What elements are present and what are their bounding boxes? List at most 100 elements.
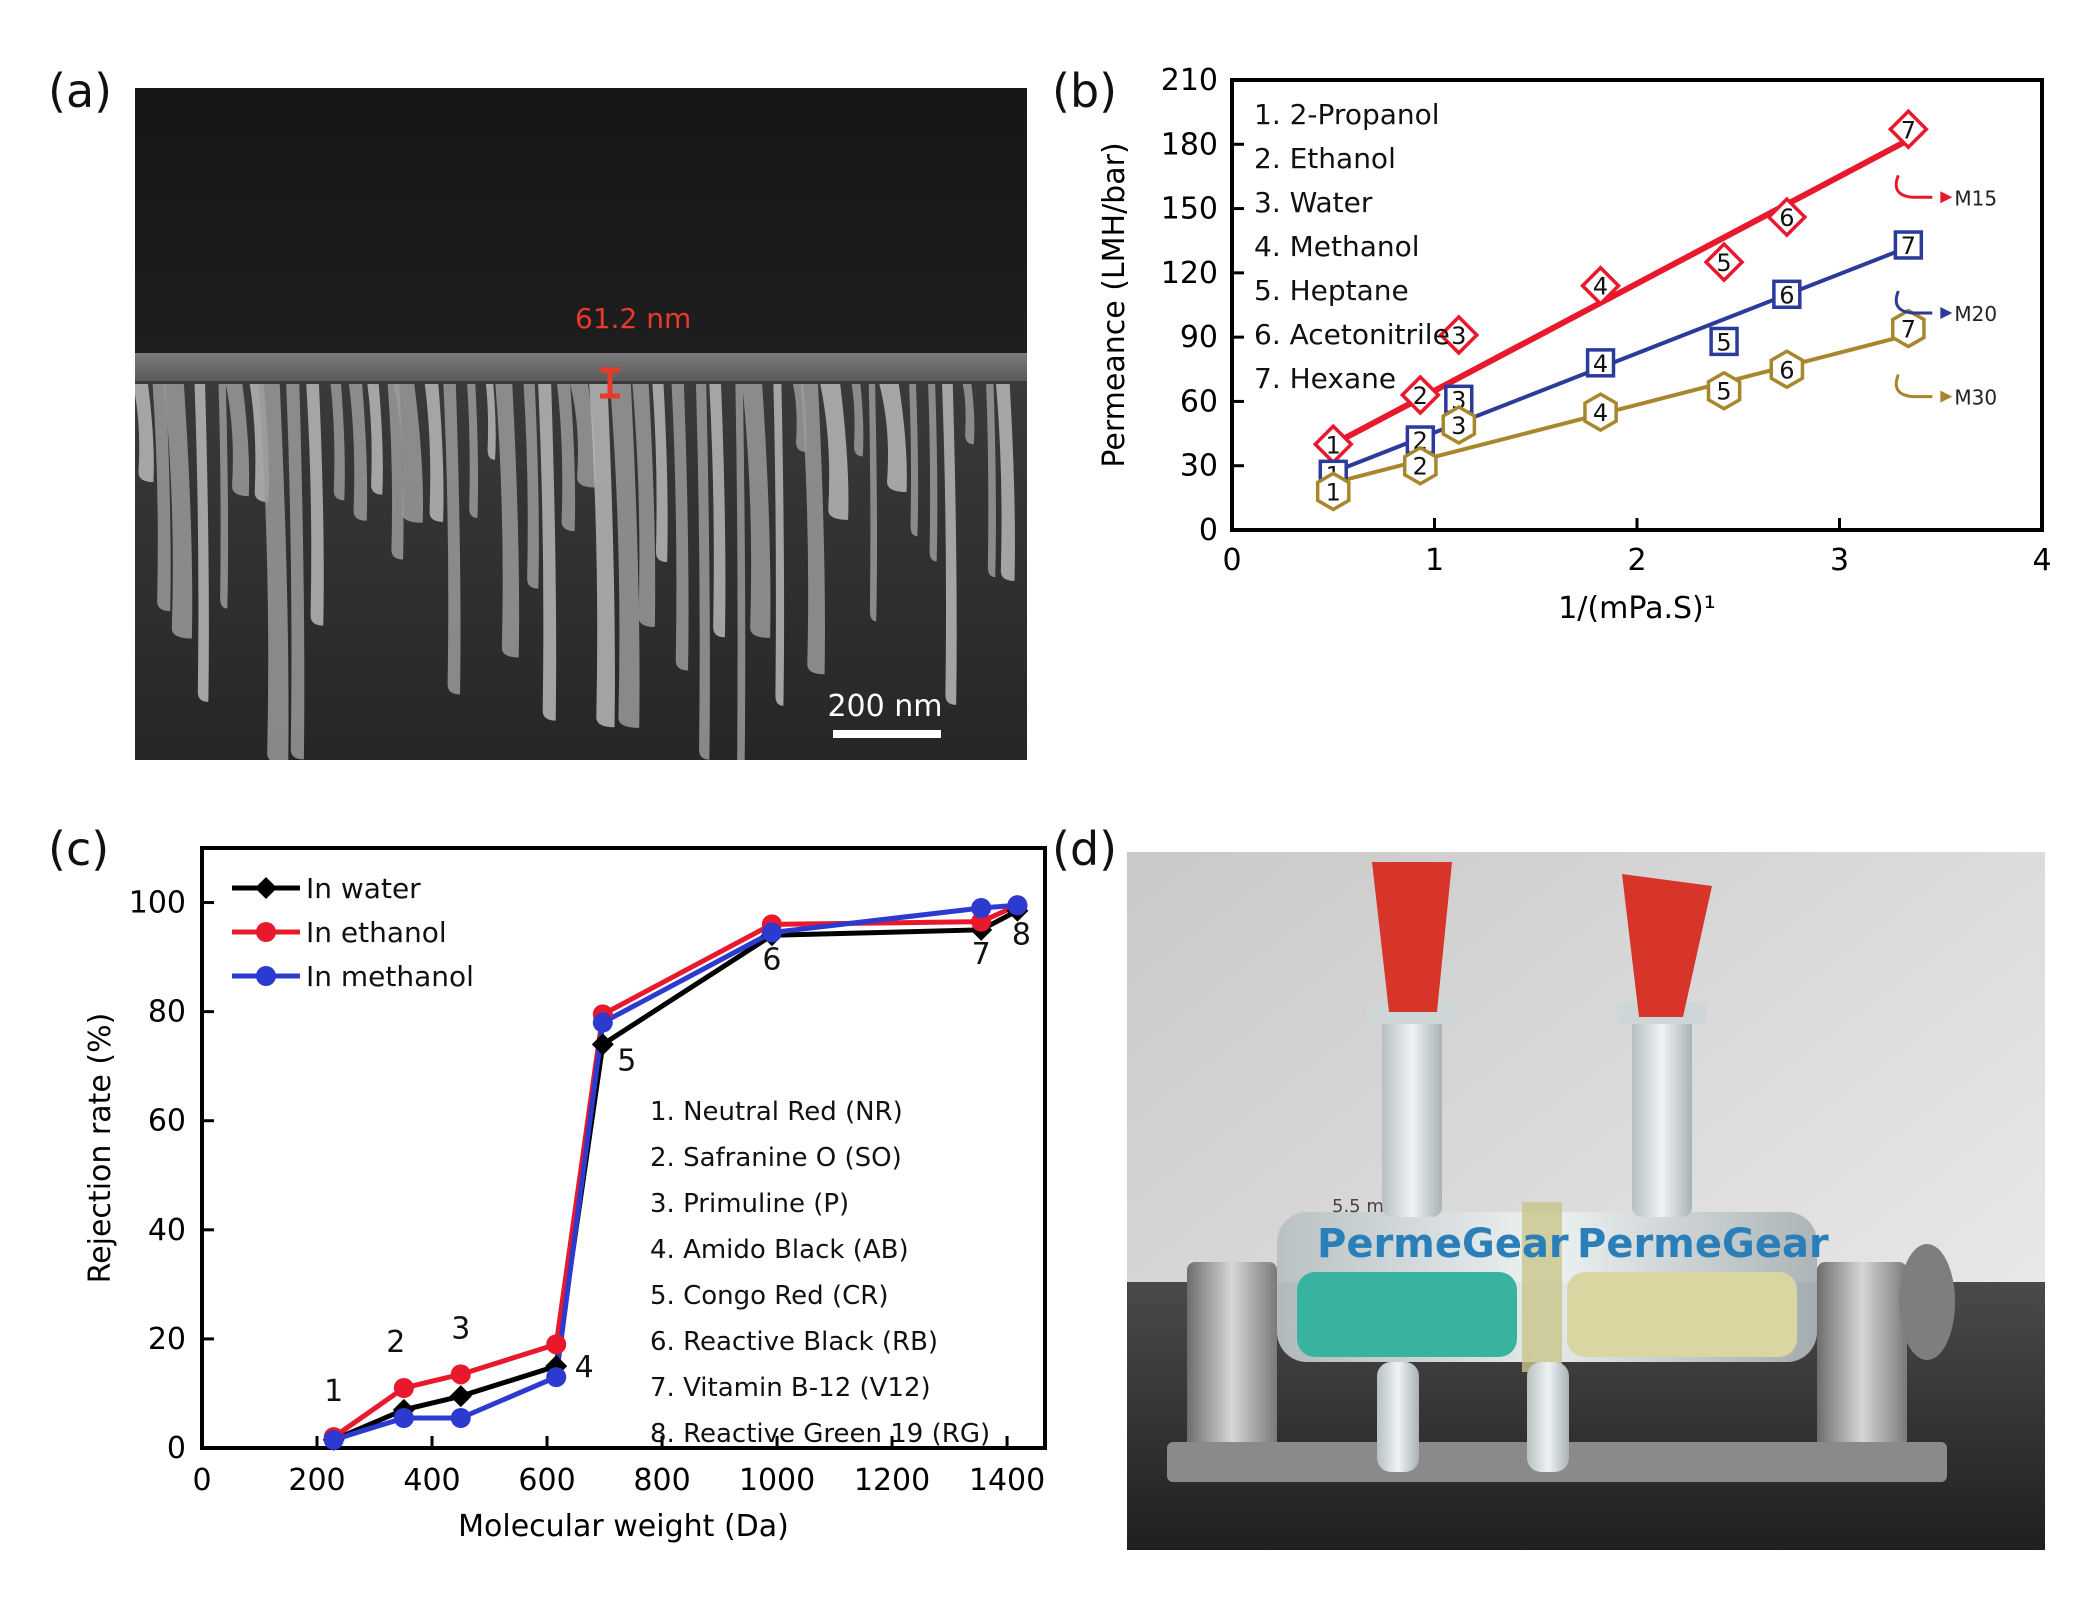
sem-finger xyxy=(709,383,726,638)
permeance-series-arrow xyxy=(1894,174,1933,199)
permeance-series-name: M15 xyxy=(1954,186,1997,210)
stopper-right xyxy=(1622,874,1712,1017)
permeance-y-tick-label: 150 xyxy=(1161,192,1218,227)
permeation-cell-photo: PermeGear PermeGear 5.5 ml xyxy=(1127,852,2045,1550)
permeance-point-M30: 5 xyxy=(1706,370,1742,411)
permeance-point-M30: 1 xyxy=(1315,471,1351,512)
sem-finger xyxy=(286,384,305,760)
sem-finger xyxy=(773,384,785,706)
panel-label-a: (a) xyxy=(48,64,113,118)
permeance-legend-item: 5. Heptane xyxy=(1254,274,1409,307)
permeance-point-label: 1 xyxy=(1326,431,1341,459)
permeance-point-label: 6 xyxy=(1779,356,1794,384)
panel-label-c: (c) xyxy=(48,822,110,876)
permeance-legend-item: 4. Methanol xyxy=(1254,230,1420,263)
sem-finger xyxy=(538,384,557,721)
permeance-y-tick-label: 180 xyxy=(1161,127,1218,162)
permeance-marker xyxy=(1399,374,1441,416)
sem-finger xyxy=(868,384,878,622)
permeance-series-tags: M15 M20 M30 xyxy=(1894,174,1997,410)
permeance-legend-item: 3. Water xyxy=(1254,186,1373,219)
rejection-dye-item: 4. Amido Black (AB) xyxy=(650,1235,909,1265)
sem-finger xyxy=(570,384,596,488)
permeance-point-label: 2 xyxy=(1413,382,1428,410)
rejection-point-label: 8 xyxy=(1012,918,1031,953)
rejection-legend-marker xyxy=(255,877,277,899)
rejection-y-tick-label: 0 xyxy=(167,1431,186,1466)
sem-finger-pores xyxy=(135,383,1015,760)
rejection-y-tick-label: 20 xyxy=(148,1322,186,1357)
rejection-axes: 0 200 400 600 800 1000 1200 1400 0 20 40 60 80 100 xyxy=(129,846,1047,1498)
port-right xyxy=(1527,1362,1569,1472)
permeance-point-M30: 3 xyxy=(1441,404,1477,446)
permeance-marker xyxy=(1585,348,1616,378)
sem-finger xyxy=(652,384,668,562)
sem-finger xyxy=(306,384,324,626)
sem-finger xyxy=(163,384,193,639)
permeate-solution xyxy=(1567,1272,1797,1357)
rejection-point-label: 5 xyxy=(617,1043,636,1078)
rejection-dye-item: 1. Neutral Red (NR) xyxy=(650,1097,903,1127)
sem-finger xyxy=(225,384,250,497)
rejection-points: 1 2 3 4 5 6 78 xyxy=(322,895,1031,1451)
permeation-cell-illustration: PermeGear PermeGear 5.5 ml xyxy=(1127,852,2045,1550)
permeance-point-M30: 2 xyxy=(1402,445,1438,486)
rejection-dye-item: 7. Vitamin B-12 (V12) xyxy=(650,1373,931,1403)
sem-micrograph: 61.2 nm 200 nm xyxy=(135,88,1027,760)
sem-finger xyxy=(393,384,424,523)
permeance-point-label: 4 xyxy=(1593,350,1608,378)
permeance-legend-item: 1. 2-Propanol xyxy=(1254,98,1440,131)
permeance-marker xyxy=(1441,404,1477,446)
permeance-x-axis-label: 1/(mPa.S)¹ xyxy=(1558,591,1716,626)
cell-brand-left: PermeGear xyxy=(1317,1221,1569,1267)
permeance-point-label: 5 xyxy=(1716,378,1731,406)
permeance-series-arrowhead xyxy=(1940,307,1953,319)
permeance-point-M30: 6 xyxy=(1769,349,1805,390)
sem-finger xyxy=(851,384,864,457)
permeance-marker xyxy=(1315,471,1351,512)
sem-finger xyxy=(609,384,640,728)
vessel-volume-mark: 5.5 ml xyxy=(1332,1196,1389,1217)
permeance-point-label: 6 xyxy=(1779,281,1794,309)
permeance-point-M15: 5 xyxy=(1703,241,1745,283)
sem-finger xyxy=(330,384,345,501)
rejection-point xyxy=(450,1408,471,1428)
permeance-marker xyxy=(1891,308,1926,349)
port-left xyxy=(1377,1362,1419,1472)
sem-finger xyxy=(909,384,919,537)
sem-finger xyxy=(671,384,689,671)
permeance-point-label: 5 xyxy=(1716,249,1731,277)
rejection-dye-list: 1. Neutral Red (NR) 2. Safranine O (SO) 3.… xyxy=(650,1097,990,1449)
permeance-point-M20: 4 xyxy=(1585,348,1616,378)
permeance-marker xyxy=(1772,279,1802,309)
permeance-marker xyxy=(1703,241,1745,283)
rejection-point xyxy=(323,1429,344,1450)
feed-solution xyxy=(1297,1272,1517,1357)
rejection-x-tick-label: 0 xyxy=(192,1463,211,1498)
rejection-x-tick-label: 800 xyxy=(633,1463,690,1498)
rejection-y-tick-label: 60 xyxy=(148,1104,186,1139)
permeance-point-label: 1 xyxy=(1326,478,1341,506)
rejection-y-tick-label: 80 xyxy=(148,995,186,1030)
permeance-point-M15: 4 xyxy=(1580,265,1622,307)
sem-finger xyxy=(695,383,710,760)
permeance-y-tick-label: 90 xyxy=(1180,320,1218,355)
scale-bar-label: 200 nm xyxy=(827,689,942,724)
permeance-legend-item: 6. Acetonitrile xyxy=(1254,318,1450,351)
permeance-point-M15: 7 xyxy=(1887,108,1929,150)
panel-label-b: (b) xyxy=(1052,64,1118,118)
sem-finger xyxy=(485,384,496,460)
permeance-y-axis-label: Permeance (LMH/bar) xyxy=(1097,142,1132,467)
rejection-x-tick-label: 1200 xyxy=(854,1463,930,1498)
permeance-point-label: 4 xyxy=(1593,273,1608,301)
permeance-x-tick-label: 0 xyxy=(1222,543,1241,578)
permeance-point-label: 3 xyxy=(1451,412,1466,440)
permeance-point-M20: 7 xyxy=(1893,230,1924,260)
rejection-point xyxy=(591,1033,614,1056)
sem-finger xyxy=(800,383,825,675)
sem-finger xyxy=(942,384,957,705)
rejection-legend-marker xyxy=(256,922,276,942)
clamp-right xyxy=(1817,1262,1907,1462)
rejection-point xyxy=(1007,895,1028,916)
permeance-point-M30: 4 xyxy=(1583,392,1618,433)
